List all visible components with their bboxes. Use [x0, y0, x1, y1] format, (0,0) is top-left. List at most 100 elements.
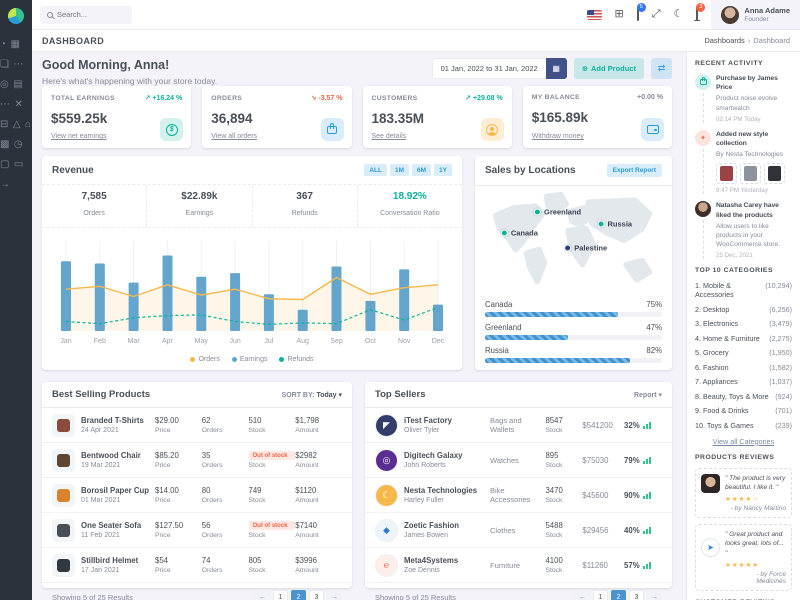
page-1-button[interactable]: 1 [273, 590, 288, 600]
seller-row[interactable]: ℮ Meta4Systems Zoe Dennis Furniture 4100… [365, 548, 672, 583]
results-summary: Showing 5 of 25 Results [375, 593, 456, 600]
nav-landing[interactable]: ⌂ [25, 119, 32, 130]
stat-link[interactable]: View net earnings [51, 133, 107, 140]
prev-page-button[interactable]: ← [255, 590, 270, 600]
seller-row[interactable]: ◤ iTest Factory Oliver Tyler Bags and Wa… [365, 408, 672, 443]
product-name: Bentwood Chair [81, 451, 141, 460]
product-row[interactable]: Branded T-Shirts 24 Apr 2021 $29.00 Price… [42, 408, 352, 443]
product-row[interactable]: One Seater Sofa 11 Feb 2021 $127.50 Price… [42, 513, 352, 548]
calendar-button[interactable]: ▦ [545, 58, 567, 79]
right-activity-panel: RECENT ACTIVITY Purchase by James Price … [686, 52, 800, 600]
svg-text:Sep: Sep [330, 338, 343, 345]
product-thumbnail[interactable] [716, 163, 737, 185]
category-row[interactable]: 6. Fashion (1,582) [695, 363, 792, 372]
product-orders: 56 [201, 521, 211, 530]
reviewer-logo-icon: ➤ [701, 537, 720, 557]
svg-text:Aug: Aug [296, 338, 309, 345]
add-product-button[interactable]: ⊕ Add Product [573, 58, 644, 79]
date-range-input[interactable] [431, 58, 546, 79]
location-name: Greenland [485, 323, 522, 332]
svg-text:Mar: Mar [128, 338, 141, 345]
page-3-button[interactable]: 3 [309, 590, 324, 600]
product-thumbnail[interactable] [740, 163, 761, 185]
range-1y-button[interactable]: 1Y [434, 164, 452, 176]
next-page-button[interactable]: → [327, 590, 342, 600]
report-dropdown[interactable]: Report ▾ [633, 391, 662, 399]
language-flag-icon[interactable] [586, 9, 602, 20]
category-row[interactable]: 8. Beauty, Toys & More (924) [695, 392, 792, 401]
sales-by-locations-card: Sales by Locations Export Report [475, 156, 672, 370]
category-row[interactable]: 7. Appliances (1,037) [695, 377, 792, 386]
range-all-button[interactable]: ALL [364, 164, 387, 176]
category-count: (2,275) [769, 333, 792, 343]
shuffle-button[interactable]: ⇄ [651, 58, 672, 79]
global-search[interactable] [40, 5, 132, 24]
next-page-button[interactable]: → [647, 590, 662, 600]
stat-link[interactable]: View all orders [211, 133, 258, 140]
nav-more[interactable]: ⋯ [13, 59, 24, 70]
category-row[interactable]: 9. Food & Drinks (701) [695, 406, 792, 415]
nav-layouts[interactable]: ❏ [0, 59, 9, 70]
range-1m-button[interactable]: 1M [389, 164, 410, 176]
product-row[interactable]: Borosil Paper Cup 01 Mar 2021 $14.00 Pric… [42, 478, 352, 513]
category-name: 4. Home & Furniture [695, 333, 760, 343]
category-row[interactable]: 2. Desktop (6,256) [695, 305, 792, 314]
page-1-button[interactable]: 1 [593, 590, 608, 600]
nav-components[interactable]: ✕ [14, 99, 23, 110]
dark-mode-icon[interactable]: ☾ [673, 8, 684, 20]
map-marker[interactable]: Russia [597, 220, 632, 229]
activity-time: 25 Dec, 2021 [716, 252, 753, 260]
cart-icon[interactable]: 5 [636, 3, 646, 21]
nav-forms[interactable]: ⊟ [0, 119, 9, 130]
range-6m-button[interactable]: 6M [412, 164, 432, 176]
stat-value: 36,894 [211, 111, 253, 126]
nav-charts[interactable]: ◷ [13, 139, 23, 150]
product-row[interactable]: Bentwood Chair 19 Mar 2021 $85.20 Price 3… [42, 443, 352, 478]
nav-advance-ui[interactable]: △ [12, 119, 21, 130]
notifications-icon[interactable]: 3 [696, 3, 706, 20]
prev-page-button[interactable]: ← [575, 590, 590, 600]
nav-apps[interactable]: ▦ [10, 39, 20, 50]
seller-row[interactable]: ◆ Zoetic Fashion James Bowen Clothes 548… [365, 513, 672, 548]
nav-multilevel[interactable]: → [0, 179, 10, 190]
fullscreen-icon[interactable]: ⤢ [651, 8, 661, 20]
world-map[interactable]: Greenland Canada Russia Palestin [483, 189, 664, 293]
apps-grid-icon[interactable]: ⊞ [614, 8, 624, 20]
stat-link[interactable]: Withdraw money [531, 133, 584, 140]
category-name: 7. Appliances [695, 377, 738, 387]
nav-tables[interactable]: ▩ [0, 139, 10, 150]
user-menu[interactable]: Anna Adame Founder [711, 0, 800, 29]
seller-percent: 90% [624, 490, 640, 500]
breadcrumb-section[interactable]: Dashboards [704, 36, 745, 45]
category-row[interactable]: 3. Electronics (3,479) [695, 319, 792, 328]
review-text: " The product is very beautiful. I like … [725, 474, 786, 492]
nav-icons[interactable]: ▢ [0, 159, 10, 170]
page-2-button[interactable]: 2 [611, 590, 626, 600]
page-3-button[interactable]: 3 [629, 590, 644, 600]
stat-link[interactable]: See details [371, 133, 407, 140]
product-thumbnail[interactable] [764, 163, 785, 185]
product-row[interactable]: Stillbird Helmet 17 Jan 2021 $54 Price 74… [42, 548, 352, 583]
view-all-categories-link[interactable]: View all Categories [712, 436, 775, 446]
nav-more-2[interactable]: ⋯ [0, 99, 10, 110]
nav-auth[interactable]: ◎ [0, 79, 9, 90]
category-row[interactable]: 5. Grocery (1,950) [695, 348, 792, 357]
map-marker[interactable]: Palestine [564, 244, 607, 253]
seller-row[interactable]: ☾ Nesta Technologies Harley Fuller Bike … [365, 478, 672, 513]
cart-count-badge: 5 [636, 3, 646, 12]
nav-pages[interactable]: ▤ [13, 79, 23, 90]
search-input[interactable] [57, 10, 125, 19]
category-row[interactable]: 4. Home & Furniture (2,275) [695, 334, 792, 343]
category-row[interactable]: 1. Mobile & Accessories (10,294) [695, 281, 792, 299]
breadcrumb-current: Dashboard [753, 36, 790, 45]
category-row[interactable]: 10. Toys & Games (239) [695, 421, 792, 430]
export-report-button[interactable]: Export Report [606, 164, 662, 177]
sort-by-dropdown[interactable]: SORT BY: Today ▾ [281, 391, 342, 399]
nav-maps[interactable]: ▭ [13, 159, 24, 170]
nav-dashboards[interactable]: ◔ [0, 39, 7, 50]
app-logo-icon[interactable] [8, 8, 24, 24]
map-marker[interactable]: Canada [500, 228, 538, 237]
page-2-button[interactable]: 2 [291, 590, 306, 600]
map-marker[interactable]: Greenland [534, 207, 581, 216]
seller-row[interactable]: ◎ Digitech Galaxy John Roberts Watches 8… [365, 443, 672, 478]
